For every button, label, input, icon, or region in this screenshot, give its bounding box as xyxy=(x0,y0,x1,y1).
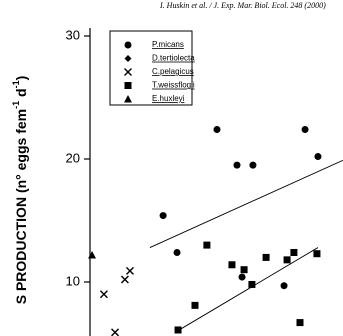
point xyxy=(174,326,182,334)
point xyxy=(249,161,257,169)
point xyxy=(233,161,241,169)
point xyxy=(240,266,248,274)
regression-line xyxy=(149,159,343,248)
point xyxy=(203,241,211,249)
point xyxy=(125,266,134,275)
point xyxy=(111,328,120,336)
legend-marker xyxy=(124,82,132,89)
legend-marker xyxy=(124,41,132,49)
point xyxy=(238,273,246,281)
legend-marker xyxy=(124,68,132,76)
point xyxy=(280,282,288,290)
point xyxy=(228,261,236,269)
point xyxy=(191,301,199,309)
point xyxy=(248,280,256,288)
legend-label: P.micans xyxy=(152,40,184,49)
point xyxy=(283,256,291,264)
legend-label: D.tertiolecta xyxy=(152,54,195,63)
y-tick-label: 10 xyxy=(66,273,80,288)
point xyxy=(88,250,97,259)
legend-marker xyxy=(124,95,132,103)
legend-marker xyxy=(124,55,132,62)
point xyxy=(296,319,304,327)
point xyxy=(290,248,298,256)
point xyxy=(301,125,309,133)
regression-line xyxy=(174,247,319,333)
legend-label: T.weissflogii xyxy=(152,81,195,90)
legend-label: C.pelagicus xyxy=(152,67,194,76)
y-tick-label: 20 xyxy=(66,150,80,165)
point xyxy=(173,248,181,256)
point xyxy=(262,253,270,261)
point xyxy=(159,212,167,220)
point xyxy=(99,290,108,299)
point xyxy=(120,275,129,284)
point xyxy=(314,153,322,161)
point xyxy=(313,250,321,258)
legend-box xyxy=(109,30,193,106)
y-axis-label: S PRODUCTION (n° eggs fem-1 d-1) xyxy=(11,76,28,305)
y-tick-label: 30 xyxy=(66,27,80,42)
legend-label: E.huxleyi xyxy=(152,94,185,103)
point xyxy=(213,125,221,133)
header: I. Huskin et al. / J. Exp. Mar. Biol. Ec… xyxy=(159,1,326,10)
